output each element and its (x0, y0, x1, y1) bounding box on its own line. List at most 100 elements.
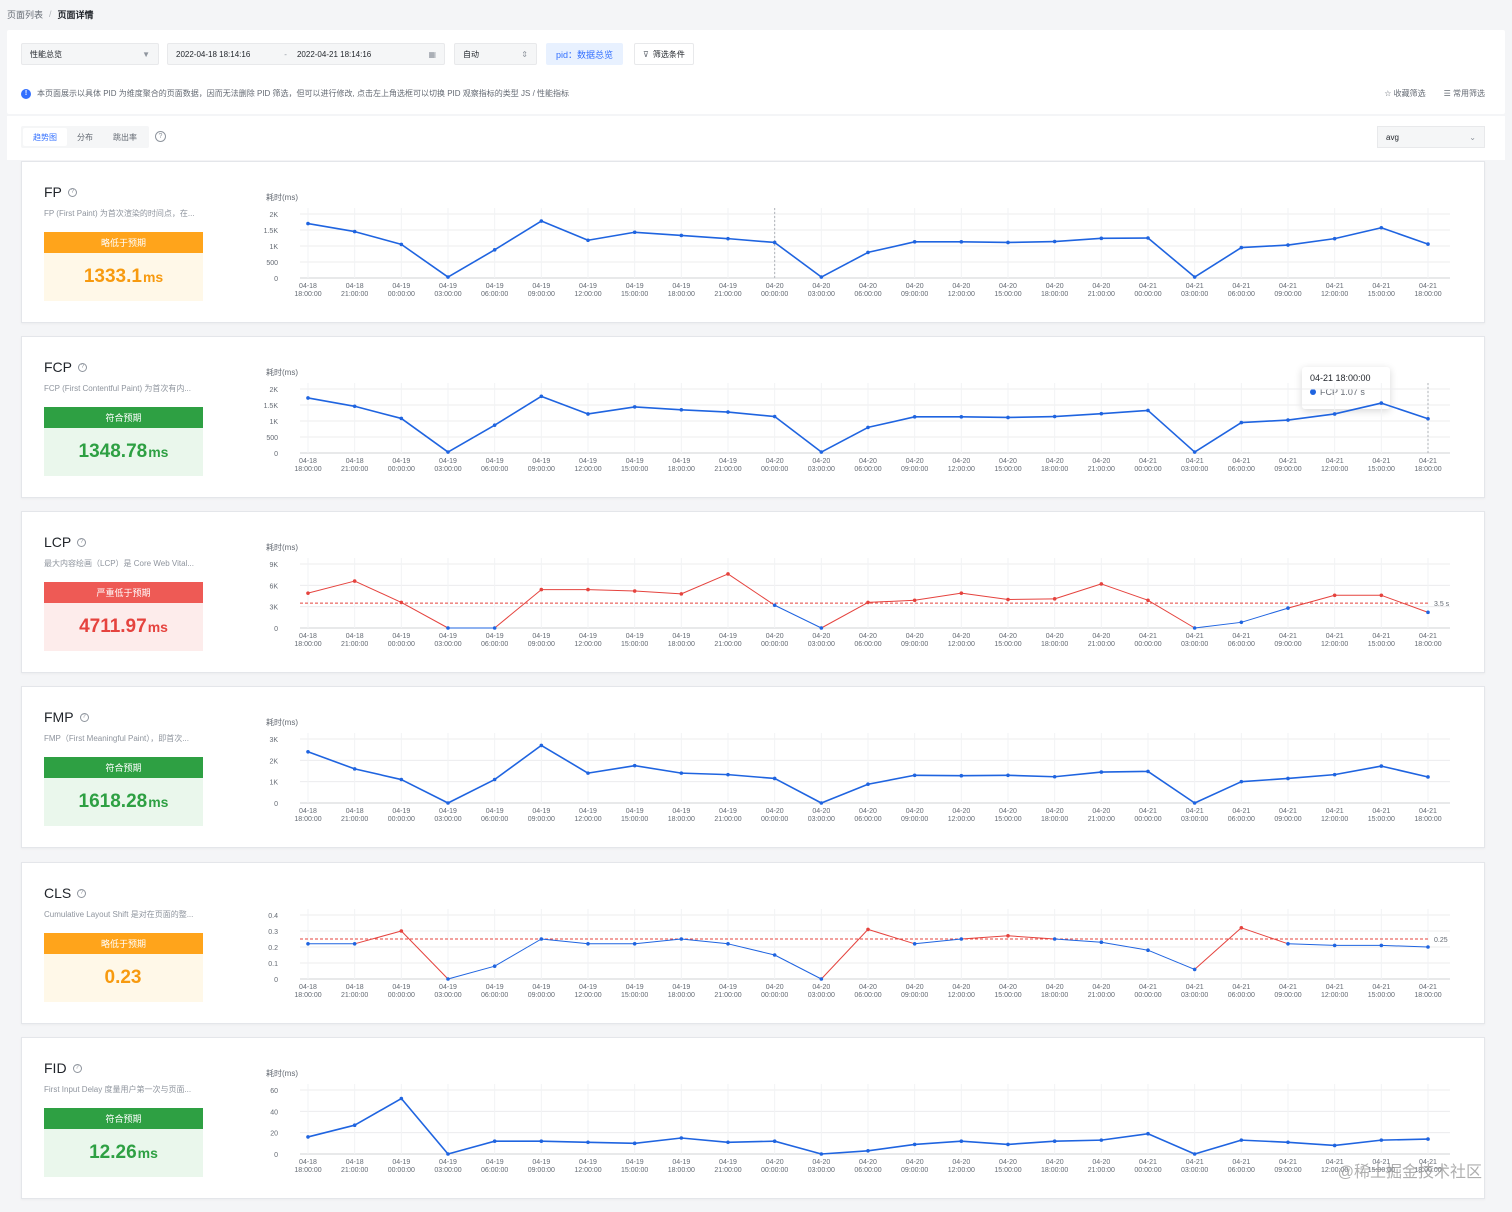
data-point[interactable] (1099, 582, 1104, 586)
data-point[interactable] (866, 927, 870, 932)
data-point[interactable] (1379, 225, 1384, 230)
data-point[interactable] (492, 1139, 497, 1143)
data-point[interactable] (912, 415, 917, 419)
data-point[interactable] (1006, 240, 1010, 245)
data-point[interactable] (446, 626, 450, 630)
data-point[interactable] (1052, 1139, 1057, 1143)
data-point[interactable] (1332, 412, 1337, 416)
data-point[interactable] (1332, 772, 1337, 777)
data-point[interactable] (399, 416, 404, 421)
trend-chart[interactable]: 耗时(ms)020406004-1818:00:0004-1821:00:000… (258, 1064, 1468, 1182)
view-select[interactable]: 性能总览 ▼ (21, 43, 159, 65)
data-point[interactable] (1426, 416, 1430, 421)
data-point[interactable] (679, 592, 684, 596)
data-point[interactable] (959, 1139, 964, 1143)
breadcrumb-parent[interactable]: 页面列表 (7, 9, 44, 20)
data-point[interactable] (1286, 776, 1290, 781)
data-point[interactable] (539, 1139, 544, 1143)
data-point[interactable] (446, 275, 450, 279)
data-point[interactable] (586, 238, 590, 243)
data-point[interactable] (866, 600, 870, 605)
data-point[interactable] (1379, 943, 1384, 948)
data-point[interactable] (1006, 597, 1010, 602)
data-point[interactable] (492, 423, 497, 427)
data-point[interactable] (632, 1141, 637, 1146)
tab-bounce-rate[interactable]: 跳出率 (113, 132, 137, 142)
data-point[interactable] (1286, 942, 1290, 946)
data-point[interactable] (352, 229, 357, 234)
data-point[interactable] (399, 1096, 404, 1101)
data-point[interactable] (1379, 401, 1384, 405)
data-point[interactable] (1192, 275, 1197, 279)
data-point[interactable] (726, 572, 730, 576)
data-point[interactable] (866, 1149, 870, 1153)
data-point[interactable] (1239, 245, 1244, 250)
data-point[interactable] (772, 414, 777, 419)
data-point[interactable] (819, 275, 824, 279)
data-point[interactable] (1239, 926, 1244, 930)
data-point[interactable] (352, 579, 357, 583)
data-point[interactable] (679, 771, 684, 775)
data-point[interactable] (1192, 967, 1197, 972)
data-point[interactable] (1379, 764, 1384, 768)
data-point[interactable] (1052, 937, 1057, 941)
data-point[interactable] (306, 942, 310, 946)
data-point[interactable] (959, 240, 964, 244)
data-point[interactable] (586, 942, 590, 946)
data-point[interactable] (726, 1140, 730, 1145)
data-point[interactable] (399, 242, 404, 247)
tab-trend[interactable]: 趋势图 (23, 128, 67, 146)
data-point[interactable] (306, 396, 310, 400)
data-point[interactable] (1286, 1140, 1290, 1145)
data-point[interactable] (1332, 593, 1337, 598)
data-point[interactable] (1099, 770, 1104, 774)
data-point[interactable] (1426, 610, 1430, 615)
data-point[interactable] (1239, 420, 1244, 425)
data-point[interactable] (306, 591, 310, 595)
data-point[interactable] (492, 626, 497, 630)
data-point[interactable] (1099, 411, 1104, 416)
data-point[interactable] (586, 771, 590, 775)
data-point[interactable] (1146, 598, 1150, 603)
common-filter-link[interactable]: ☰ 常用筛选 (1444, 88, 1485, 99)
data-point[interactable] (959, 937, 964, 941)
data-point[interactable] (586, 587, 590, 592)
data-point[interactable] (1146, 1131, 1150, 1136)
data-point[interactable] (539, 937, 544, 941)
data-point[interactable] (1006, 773, 1010, 778)
question-icon[interactable]: ? (67, 187, 77, 197)
question-icon[interactable]: ? (72, 1063, 82, 1073)
data-point[interactable] (352, 767, 357, 771)
data-point[interactable] (1006, 415, 1010, 420)
data-point[interactable] (679, 937, 684, 941)
save-filter-link[interactable]: ☆ 收藏筛选 (1384, 88, 1425, 99)
data-point[interactable] (1146, 769, 1150, 774)
data-point[interactable] (1286, 418, 1290, 422)
data-point[interactable] (539, 394, 544, 399)
data-point[interactable] (959, 591, 964, 595)
data-point[interactable] (866, 425, 870, 430)
data-point[interactable] (586, 412, 590, 416)
data-point[interactable] (772, 776, 777, 781)
data-point[interactable] (586, 1140, 590, 1145)
data-point[interactable] (632, 405, 637, 409)
data-point[interactable] (539, 219, 544, 223)
data-point[interactable] (632, 763, 637, 768)
data-point[interactable] (1332, 1143, 1337, 1148)
data-point[interactable] (1052, 597, 1057, 601)
data-point[interactable] (1052, 774, 1057, 779)
data-point[interactable] (1192, 1152, 1197, 1156)
data-point[interactable] (352, 942, 357, 946)
data-point[interactable] (1192, 626, 1197, 630)
data-point[interactable] (539, 587, 544, 592)
data-point[interactable] (679, 408, 684, 412)
data-point[interactable] (772, 1139, 777, 1143)
data-point[interactable] (1426, 242, 1430, 246)
data-point[interactable] (679, 1136, 684, 1140)
data-point[interactable] (959, 415, 964, 419)
data-point[interactable] (1286, 243, 1290, 247)
data-point[interactable] (1426, 1137, 1430, 1141)
data-point[interactable] (1099, 940, 1104, 944)
data-point[interactable] (819, 801, 824, 805)
data-point[interactable] (1286, 606, 1290, 610)
